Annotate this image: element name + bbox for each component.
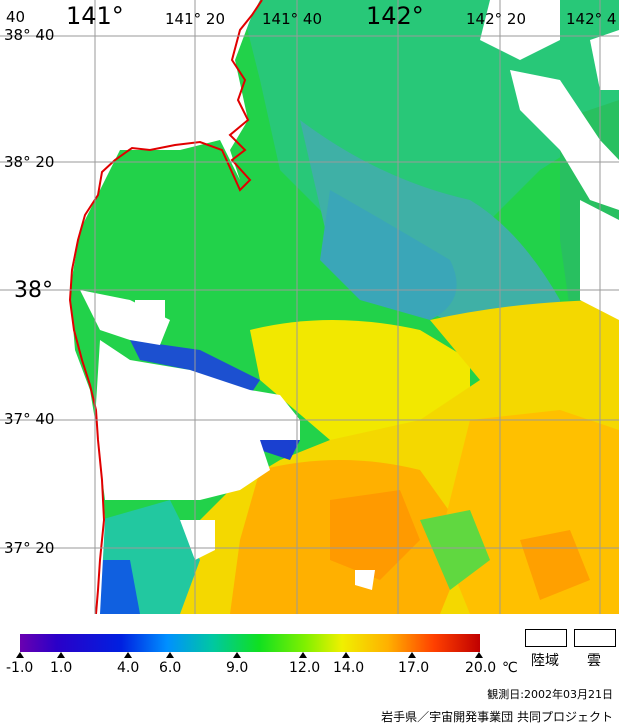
- legend-tick: [16, 652, 24, 658]
- lon-label-141: 141°: [66, 2, 124, 30]
- project-credit: 岩手県／宇宙開発事業団 共同プロジェクト: [381, 710, 613, 724]
- legend-label: 17.0: [398, 660, 430, 676]
- land-label: 陸域: [531, 653, 559, 669]
- legend-label: 1.0: [50, 660, 73, 676]
- temperature-color-scale: [20, 634, 480, 652]
- legend-label: 12.0: [289, 660, 321, 676]
- legend-label: 4.0: [117, 660, 140, 676]
- lat-label-37-40: 37° 40: [4, 410, 55, 428]
- legend-tick: [166, 652, 174, 658]
- legend-label: 9.0: [226, 660, 249, 676]
- legend-tick: [342, 652, 350, 658]
- legend-label: 6.0: [159, 660, 182, 676]
- legend-tick: [233, 652, 241, 658]
- legend-label: -1.0: [6, 660, 34, 676]
- lat-label-38: 38°: [14, 278, 53, 303]
- legend-tick: [124, 652, 132, 658]
- legend-label: 14.0: [333, 660, 365, 676]
- land-swatch: [525, 629, 567, 647]
- legend-tick: [475, 652, 483, 658]
- lat-label-38-20: 38° 20: [4, 153, 55, 171]
- legend-label: 20.0: [465, 660, 497, 676]
- legend-tick: [408, 652, 416, 658]
- lon-label-141-20: 141° 20: [165, 10, 225, 28]
- sea-surface-temperature-map: 141° 141° 20 141° 40 142° 142° 20 142° 4…: [0, 0, 619, 614]
- legend-unit: ℃: [502, 660, 518, 676]
- corner-label: 40: [6, 8, 26, 26]
- legend-tick: [299, 652, 307, 658]
- lon-label-142: 142°: [366, 2, 424, 30]
- observation-date: 観測日:2002年03月21日: [487, 688, 613, 701]
- cloud-label: 雲: [587, 653, 601, 669]
- lon-label-142-40: 142° 4: [566, 10, 617, 28]
- lon-label-141-40: 141° 40: [262, 10, 322, 28]
- cloud-swatch: [574, 629, 616, 647]
- legend-tick: [57, 652, 65, 658]
- map-image: [0, 0, 619, 614]
- lat-label-37-20: 37° 20: [4, 539, 55, 557]
- lat-label-38-40: 38° 40: [4, 26, 55, 44]
- lon-label-142-20: 142° 20: [466, 10, 526, 28]
